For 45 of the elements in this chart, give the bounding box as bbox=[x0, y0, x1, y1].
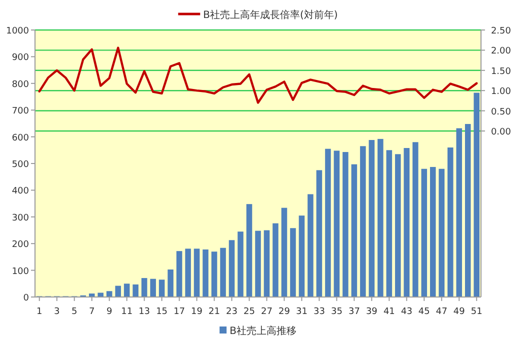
y-tick-label: 900 bbox=[12, 53, 30, 64]
x-tick-label: 41 bbox=[383, 307, 395, 317]
x-tick-label: 5 bbox=[71, 307, 78, 317]
x-tick-label: 29 bbox=[278, 307, 290, 317]
y-tick-label: 0 bbox=[23, 294, 30, 304]
y2-tick-label: 2.50 bbox=[490, 26, 512, 36]
x-tick-label: 51 bbox=[470, 307, 482, 317]
legend-label: B社売上高推移 bbox=[230, 325, 296, 337]
y-tick-label: 500 bbox=[12, 160, 30, 170]
x-tick-label: 49 bbox=[453, 307, 466, 317]
x-tick-label: 47 bbox=[436, 307, 448, 317]
x-tick-label: 43 bbox=[400, 307, 412, 317]
y2-tick-label: 1.00 bbox=[490, 87, 512, 98]
y-tick-label: 100 bbox=[12, 266, 30, 277]
x-tick-label: 3 bbox=[54, 307, 60, 317]
y-tick-label: 300 bbox=[12, 213, 30, 224]
x-tick-label: 23 bbox=[226, 307, 238, 317]
x-tick-label: 9 bbox=[106, 307, 112, 317]
y-tick-label: 200 bbox=[12, 240, 30, 250]
x-tick-label: 25 bbox=[244, 307, 255, 317]
x-tick-label: 35 bbox=[330, 307, 342, 317]
y-tick-label: 700 bbox=[12, 106, 30, 117]
x-tick-label: 31 bbox=[296, 307, 308, 317]
x-tick-label: 33 bbox=[313, 307, 325, 317]
x-tick-label: 1 bbox=[36, 307, 42, 317]
x-tick-label: 39 bbox=[366, 307, 378, 317]
y-tick-label: 600 bbox=[12, 133, 30, 144]
x-tick-label: 45 bbox=[418, 307, 430, 317]
x-tick-label: 37 bbox=[348, 307, 360, 317]
x-tick-label: 7 bbox=[88, 307, 95, 317]
x-tick-label: 27 bbox=[261, 307, 272, 317]
x-tick-label: 21 bbox=[208, 307, 220, 317]
y-tick-label: 400 bbox=[12, 186, 30, 197]
legend-label: B社売上高年成長倍率(対前年) bbox=[203, 9, 338, 21]
x-tick-label: 17 bbox=[174, 307, 186, 317]
y-tick-label: 1000 bbox=[6, 26, 30, 36]
y2-tick-label: 0.50 bbox=[490, 107, 512, 118]
y-tick-label: 800 bbox=[12, 80, 30, 90]
y2-tick-label: 0.00 bbox=[490, 127, 512, 138]
x-tick-label: 11 bbox=[121, 307, 133, 317]
x-tick-label: 15 bbox=[156, 307, 168, 317]
y2-tick-label: 1.50 bbox=[490, 66, 512, 77]
x-tick-label: 19 bbox=[191, 307, 203, 317]
x-tick-label: 13 bbox=[138, 307, 150, 317]
y2-tick-label: 2.00 bbox=[490, 46, 512, 57]
